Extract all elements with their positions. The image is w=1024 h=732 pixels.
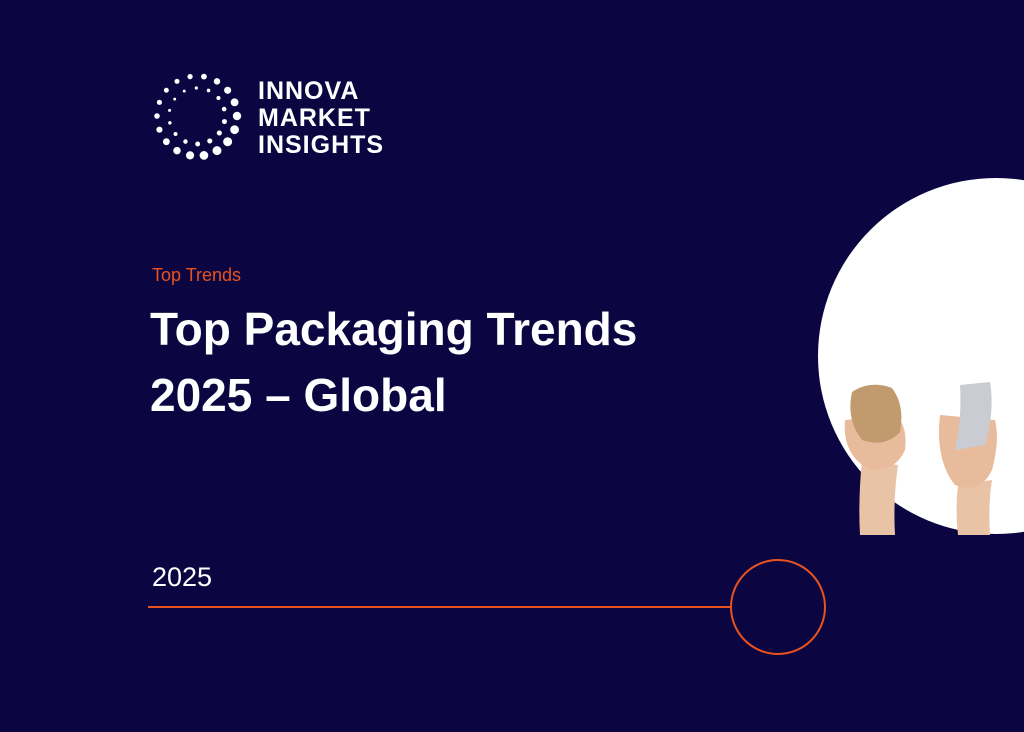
logo-dot: [221, 119, 227, 125]
logo-dot: [162, 138, 170, 146]
logo-dot: [156, 126, 163, 133]
logo-dot: [187, 73, 193, 80]
logo-dot: [156, 99, 162, 105]
logo-dot: [230, 125, 239, 135]
logo-dot: [232, 111, 242, 121]
logo-dot: [185, 151, 195, 160]
logo-dot: [173, 97, 177, 101]
logo-line: INSIGHTS: [258, 131, 384, 159]
logo-dot: [182, 89, 186, 93]
logo-dot: [221, 106, 227, 112]
hero-image: [818, 178, 1024, 535]
title-line: Top Packaging Trends: [150, 303, 637, 355]
logo-line: MARKET: [258, 104, 371, 132]
logo-dot: [224, 86, 232, 94]
crumpled-paper: [850, 384, 902, 443]
logo-dot: [212, 146, 222, 156]
logo-dot: [168, 108, 172, 112]
divider-circle: [730, 559, 826, 655]
logo-line: INNOVA: [258, 77, 359, 105]
logo-dot: [216, 95, 221, 101]
logo-dot: [194, 86, 198, 90]
crushed-can: [955, 382, 992, 450]
title-line: 2025 – Global: [150, 369, 447, 421]
logo-dot: [163, 87, 169, 93]
logo-dot: [230, 98, 239, 107]
arm: [956, 480, 992, 535]
logo-dot: [223, 137, 233, 147]
year: 2025: [152, 562, 212, 592]
eyebrow: Top Trends: [152, 265, 241, 285]
logo-dot: [195, 141, 201, 147]
logo-dot: [213, 78, 221, 85]
logo-dot: [207, 138, 213, 144]
logo-dot: [168, 121, 172, 125]
logo-dot: [173, 146, 181, 155]
logo-mark: [154, 73, 242, 160]
logo-dot: [216, 130, 222, 136]
logo-dot: [199, 151, 209, 160]
logo-dot: [174, 78, 180, 84]
logo-dot: [183, 139, 188, 144]
logo-dot: [206, 88, 211, 93]
arm: [859, 460, 898, 535]
logo-dot: [173, 132, 178, 136]
logo-dot: [201, 73, 207, 80]
logo-dot: [154, 113, 160, 119]
